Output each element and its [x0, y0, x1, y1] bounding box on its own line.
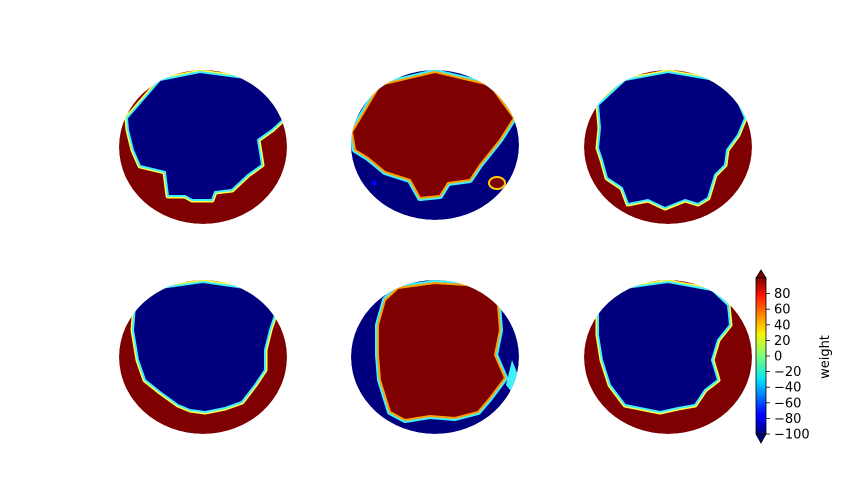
colorbar-label: weight — [818, 335, 833, 379]
colorbar-tick-label: −20 — [774, 365, 801, 380]
panel-bottom-right — [584, 280, 752, 434]
panel-bottom-middle — [351, 280, 519, 434]
colorbar-gradient — [755, 277, 767, 435]
panel-top-right — [584, 70, 752, 224]
colorbar-tick-label: 80 — [774, 287, 791, 302]
panel-top-left — [119, 70, 287, 224]
colorbar-tick-label: 40 — [774, 318, 791, 333]
panel-top-middle-inner-region — [351, 71, 515, 199]
colorbar-tick-label: 60 — [774, 303, 791, 318]
colorbar-extend-bottom — [755, 433, 767, 444]
panel-top-middle-spot — [371, 180, 377, 186]
panel-top-middle-island — [488, 176, 506, 190]
panel-bottom-middle-inner-region — [377, 282, 506, 421]
colorbar-extend-top — [755, 269, 767, 279]
colorbar-tick-label: 0 — [774, 350, 782, 365]
panel-bottom-left — [119, 280, 287, 434]
panel-top-middle — [351, 70, 519, 220]
colorbar-tick-label: −40 — [774, 381, 801, 396]
colorbar-tick-label: 20 — [774, 334, 791, 349]
colorbar-tick-label: −100 — [774, 428, 810, 443]
colorbar-tick-label: −80 — [774, 412, 801, 427]
colorbar-tick-label: −60 — [774, 396, 801, 411]
